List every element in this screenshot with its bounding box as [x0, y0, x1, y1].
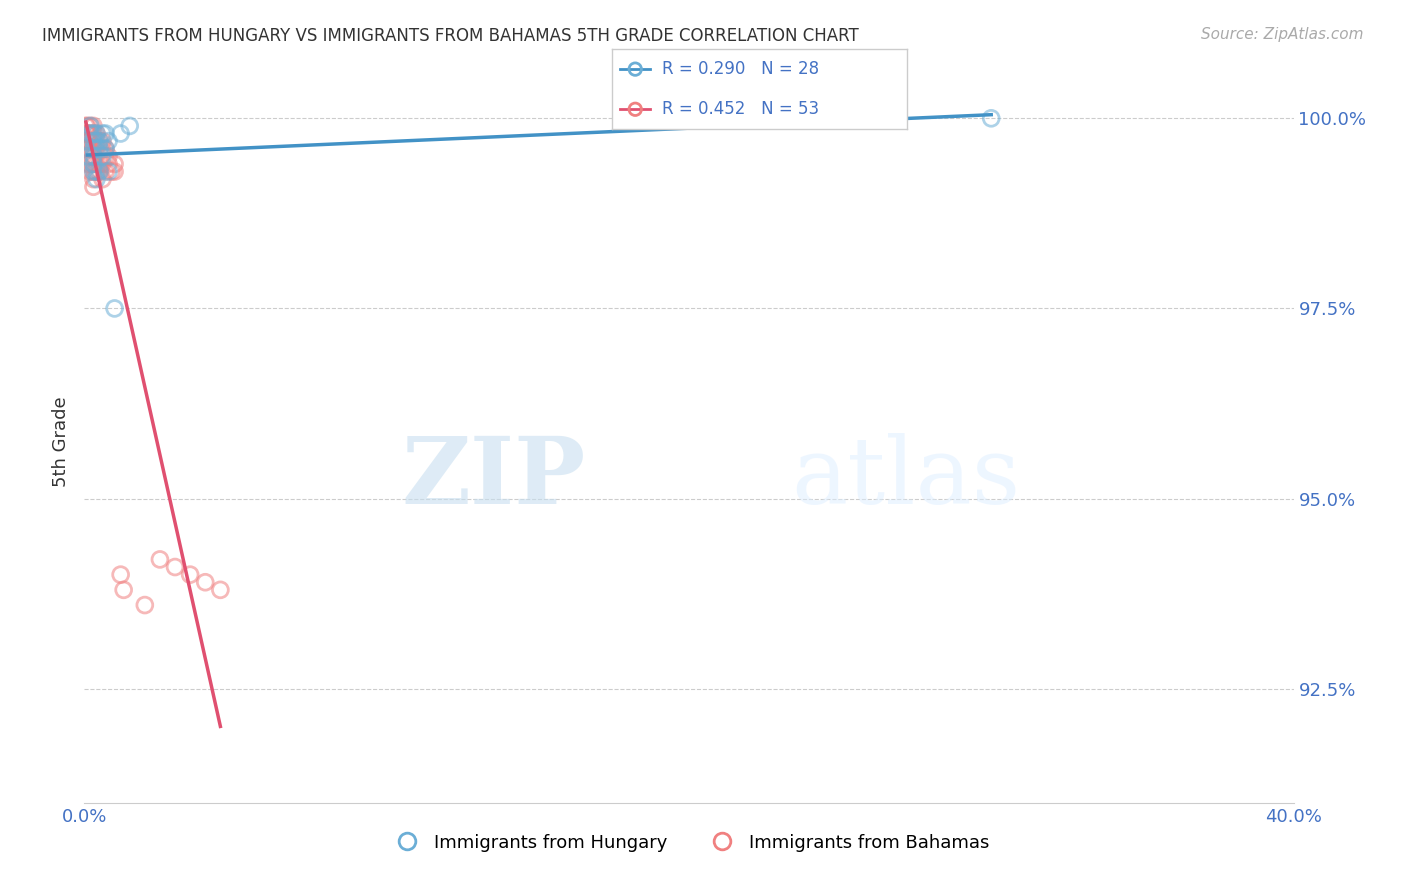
Point — [91, 172, 114, 186]
Point — [97, 157, 120, 171]
Text: Source: ZipAtlas.com: Source: ZipAtlas.com — [1201, 27, 1364, 42]
Point — [86, 157, 108, 171]
Text: R = 0.290   N = 28: R = 0.290 N = 28 — [662, 60, 818, 78]
Point — [86, 127, 108, 141]
Point — [86, 172, 108, 186]
Point — [89, 142, 111, 156]
Point — [91, 142, 114, 156]
Point — [94, 142, 117, 156]
Point — [82, 127, 104, 141]
Point — [179, 567, 201, 582]
Text: atlas: atlas — [792, 433, 1021, 523]
Point — [79, 164, 101, 178]
Point — [79, 149, 101, 163]
Point — [624, 62, 647, 77]
Point — [86, 127, 108, 141]
Point — [76, 142, 98, 156]
Point — [82, 157, 104, 171]
Point — [82, 172, 104, 186]
Point — [82, 164, 104, 178]
Point — [76, 119, 98, 133]
Point — [91, 134, 114, 148]
Point — [79, 119, 101, 133]
Point — [86, 134, 108, 148]
Point — [91, 149, 114, 163]
Legend: Immigrants from Hungary, Immigrants from Bahamas: Immigrants from Hungary, Immigrants from… — [381, 826, 997, 859]
Point — [82, 134, 104, 148]
Point — [89, 157, 111, 171]
Point — [89, 134, 111, 148]
Point — [104, 301, 127, 316]
Point — [91, 157, 114, 171]
Point — [89, 164, 111, 178]
Point — [82, 134, 104, 148]
Point — [165, 560, 187, 574]
Point — [89, 134, 111, 148]
Text: IMMIGRANTS FROM HUNGARY VS IMMIGRANTS FROM BAHAMAS 5TH GRADE CORRELATION CHART: IMMIGRANTS FROM HUNGARY VS IMMIGRANTS FR… — [42, 27, 859, 45]
Point — [79, 142, 101, 156]
Point — [79, 127, 101, 141]
Point — [86, 142, 108, 156]
Point — [194, 575, 217, 590]
Point — [79, 134, 101, 148]
Point — [86, 164, 108, 178]
Point — [104, 164, 127, 178]
Point — [134, 598, 156, 612]
Point — [94, 127, 117, 141]
Point — [82, 164, 104, 178]
Point — [82, 142, 104, 156]
Point — [82, 179, 104, 194]
Point — [149, 552, 172, 566]
Point — [118, 119, 141, 133]
Point — [980, 112, 1002, 126]
Point — [82, 142, 104, 156]
Point — [79, 127, 101, 141]
Point — [94, 164, 117, 178]
Point — [110, 127, 132, 141]
Point — [86, 142, 108, 156]
Point — [76, 134, 98, 148]
Point — [75, 119, 97, 133]
Point — [76, 149, 98, 163]
Point — [97, 164, 120, 178]
Point — [79, 119, 101, 133]
Point — [91, 127, 114, 141]
Point — [209, 582, 232, 597]
Point — [82, 149, 104, 163]
Point — [97, 134, 120, 148]
Y-axis label: 5th Grade: 5th Grade — [52, 396, 70, 487]
Point — [94, 149, 117, 163]
Point — [89, 142, 111, 156]
Point — [104, 157, 127, 171]
Point — [624, 102, 647, 116]
Point — [82, 149, 104, 163]
Point — [76, 127, 98, 141]
Point — [82, 119, 104, 133]
Point — [76, 157, 98, 171]
Text: ZIP: ZIP — [402, 433, 586, 523]
Point — [76, 127, 98, 141]
Point — [110, 567, 132, 582]
Point — [86, 164, 108, 178]
Point — [97, 149, 120, 163]
Point — [738, 112, 761, 126]
Point — [82, 157, 104, 171]
Point — [100, 164, 122, 178]
Point — [86, 134, 108, 148]
Point — [112, 582, 135, 597]
Point — [82, 127, 104, 141]
Point — [79, 157, 101, 171]
Point — [89, 164, 111, 178]
Point — [94, 142, 117, 156]
Point — [77, 134, 100, 148]
Text: R = 0.452   N = 53: R = 0.452 N = 53 — [662, 100, 818, 119]
